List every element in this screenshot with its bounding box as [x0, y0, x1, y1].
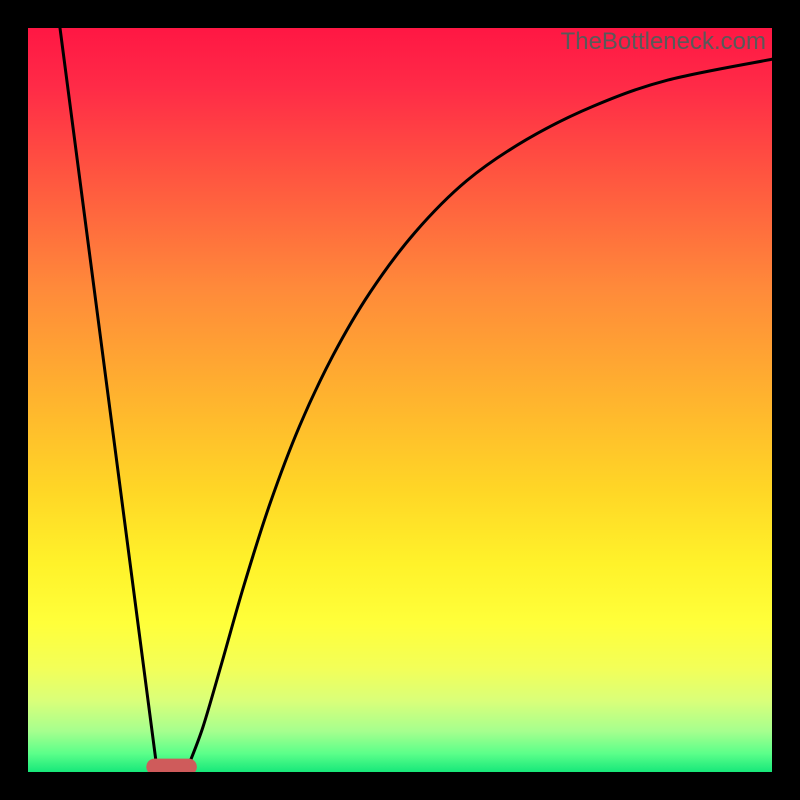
- watermark-text: TheBottleneck.com: [561, 28, 766, 56]
- gradient-background: [28, 28, 772, 772]
- chart-frame: TheBottleneck.com: [0, 0, 800, 800]
- plot-area: [28, 28, 772, 772]
